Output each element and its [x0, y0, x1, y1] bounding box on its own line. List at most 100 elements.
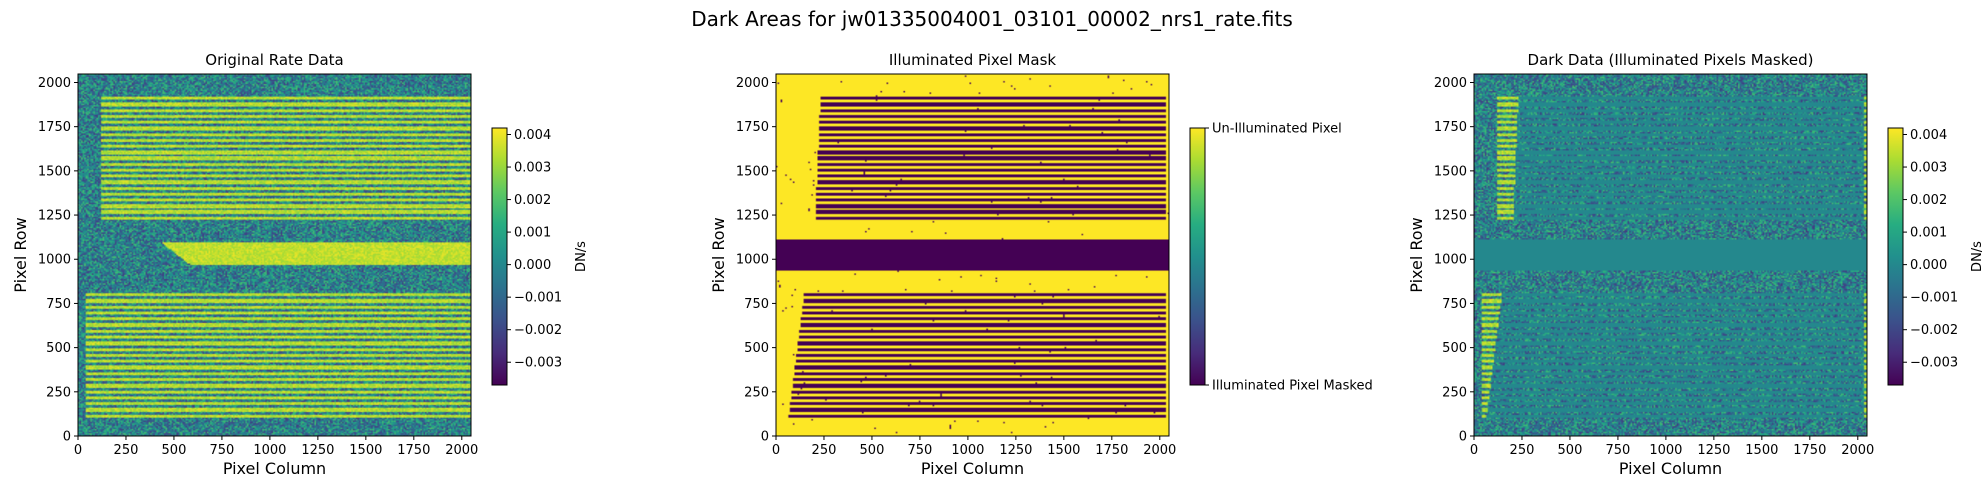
x-tick-label: 500 [1558, 443, 1583, 458]
x-tick-label: 1750 [397, 443, 430, 458]
colorbar-tick-label: 0.003 [514, 161, 551, 176]
colorbar-tick-label: 0.000 [514, 258, 551, 273]
panel-1: Original Rate Data 0 250 500 750 1000 1250 1500… [11, 51, 589, 478]
x-tick-label: 750 [1606, 443, 1631, 458]
y-tick-label: 2000 [1434, 76, 1467, 91]
x-tick-label: 1500 [1745, 443, 1778, 458]
y-tick-label: 1250 [736, 209, 769, 224]
x-axis-label: Pixel Column [1619, 459, 1722, 478]
x-tick-label: 500 [860, 443, 885, 458]
colorbar-tick-label: −0.003 [1910, 356, 1958, 371]
x-tick-label: 1500 [1047, 443, 1080, 458]
colorbar-tick-label: −0.003 [514, 356, 562, 371]
colorbar-tick-label: Un-Illuminated Pixel [1212, 122, 1342, 137]
y-axis-label: Pixel Row [709, 217, 728, 292]
colorbar-gradient [1887, 127, 1904, 386]
y-tick-label: 2000 [736, 76, 769, 91]
panel-title: Illuminated Pixel Mask [889, 51, 1057, 69]
x-tick-label: 250 [114, 443, 139, 458]
y-axis-label: Pixel Row [11, 217, 30, 292]
axes-frame [775, 73, 1170, 437]
colorbar-gradient [491, 127, 508, 386]
figure-suptitle: Dark Areas for jw01335004001_03101_00002… [691, 7, 1293, 31]
x-tick-label: 0 [74, 443, 82, 458]
colorbar: 0.004 0.003 0.002 0.001 0.000 −0.001 −0.002 −0.… [491, 127, 589, 386]
x-tick-label: 1250 [1697, 443, 1730, 458]
x-tick-label: 2000 [1841, 443, 1874, 458]
y-tick-label: 1250 [38, 209, 71, 224]
colorbar-tick-label: 0.001 [514, 226, 551, 241]
x-tick-label: 1000 [253, 443, 286, 458]
x-tick-label: 0 [1470, 443, 1478, 458]
x-tick-label: 1250 [999, 443, 1032, 458]
x-tick-label: 1250 [301, 443, 334, 458]
y-tick-label: 500 [744, 341, 769, 356]
y-tick-label: 1750 [1434, 120, 1467, 135]
y-tick-label: 1500 [736, 164, 769, 179]
axes-frame [77, 73, 472, 437]
y-tick-label: 500 [1442, 341, 1467, 356]
y-tick-label: 1000 [736, 253, 769, 268]
y-tick-label: 0 [1459, 430, 1467, 445]
y-axis-label: Pixel Row [1407, 217, 1426, 292]
y-tick-label: 1750 [736, 120, 769, 135]
y-tick-label: 1250 [1434, 209, 1467, 224]
colorbar-tick-label: −0.001 [1910, 291, 1958, 306]
y-tick-label: 250 [1442, 385, 1467, 400]
colorbar-tick-label: −0.001 [514, 291, 562, 306]
colorbar-tick-label: −0.002 [1910, 323, 1958, 338]
x-tick-label: 1000 [1649, 443, 1682, 458]
colorbar-gradient [1189, 127, 1206, 386]
y-tick-label: 0 [63, 430, 71, 445]
y-tick-label: 250 [744, 385, 769, 400]
axes-frame [1473, 73, 1868, 437]
panel-title: Original Rate Data [205, 51, 343, 69]
colorbar-tick-label: 0.003 [1910, 161, 1947, 176]
x-tick-label: 250 [812, 443, 837, 458]
heatmap-image [1474, 74, 1867, 436]
colorbar-tick-label: Illuminated Pixel Masked [1212, 379, 1373, 394]
colorbar-label: DN/s [574, 241, 589, 272]
y-tick-label: 500 [46, 341, 71, 356]
y-tick-label: 1500 [38, 164, 71, 179]
x-axis-label: Pixel Column [921, 459, 1024, 478]
panel-3: Dark Data (Illuminated Pixels Masked) 0 25… [1407, 51, 1984, 478]
x-tick-label: 2000 [445, 443, 478, 458]
heatmap-image [776, 74, 1169, 436]
colorbar: 0.004 0.003 0.002 0.001 0.000 −0.001 −0.002 −0.… [1887, 127, 1984, 386]
y-tick-label: 750 [744, 297, 769, 312]
x-tick-label: 1750 [1793, 443, 1826, 458]
y-tick-label: 1750 [38, 120, 71, 135]
y-tick-label: 1000 [38, 253, 71, 268]
panel-2: Illuminated Pixel Mask 0 250 500 750 1000 1250… [709, 51, 1373, 478]
panel-title: Dark Data (Illuminated Pixels Masked) [1528, 51, 1814, 69]
y-tick-label: 1500 [1434, 164, 1467, 179]
colorbar-tick-label: 0.002 [1910, 193, 1947, 208]
y-tick-label: 1000 [1434, 253, 1467, 268]
heatmap-image [78, 74, 471, 436]
x-tick-label: 250 [1510, 443, 1535, 458]
x-tick-label: 1500 [349, 443, 382, 458]
y-tick-label: 2000 [38, 76, 71, 91]
x-tick-label: 500 [162, 443, 187, 458]
colorbar-tick-label: 0.002 [514, 193, 551, 208]
x-tick-label: 750 [908, 443, 933, 458]
y-tick-label: 0 [761, 430, 769, 445]
colorbar-tick-label: −0.002 [514, 323, 562, 338]
colorbar-label: DN/s [1970, 241, 1984, 272]
y-tick-label: 750 [1442, 297, 1467, 312]
colorbar-tick-label: 0.000 [1910, 258, 1947, 273]
colorbar: Un-Illuminated Pixel Illuminated Pixel Ma… [1189, 122, 1373, 394]
y-tick-label: 250 [46, 385, 71, 400]
x-tick-label: 2000 [1143, 443, 1176, 458]
colorbar-tick-label: 0.004 [1910, 128, 1947, 143]
y-tick-label: 750 [46, 297, 71, 312]
colorbar-tick-label: 0.004 [514, 128, 551, 143]
x-tick-label: 750 [210, 443, 235, 458]
colorbar-tick-label: 0.001 [1910, 226, 1947, 241]
x-axis-label: Pixel Column [223, 459, 326, 478]
x-tick-label: 1750 [1095, 443, 1128, 458]
x-tick-label: 1000 [951, 443, 984, 458]
x-tick-label: 0 [772, 443, 780, 458]
